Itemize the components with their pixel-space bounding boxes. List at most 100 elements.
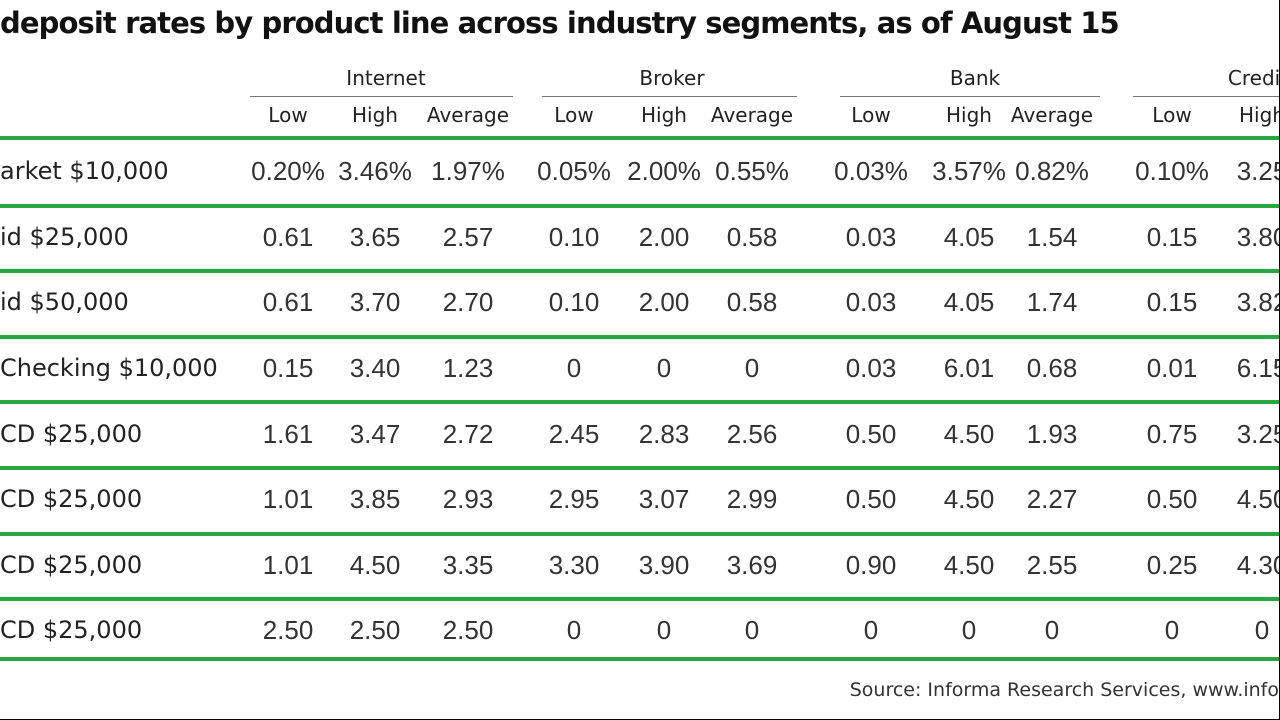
table-cell: 4.50 xyxy=(943,550,995,580)
row-label: CD $25,000 xyxy=(0,420,143,448)
column-header-high: High xyxy=(946,103,992,127)
table-cell: 0 xyxy=(566,353,582,383)
table-cell: 3.46% xyxy=(338,156,412,186)
table-cell: 0.61 xyxy=(262,222,314,252)
table-cell: 4.05 xyxy=(943,287,995,317)
group-header-rule xyxy=(840,96,1100,97)
group-header-internet: Internet xyxy=(346,66,426,90)
table-cell: 0 xyxy=(744,615,760,645)
table-cell: 4.50 xyxy=(349,550,401,580)
row-divider xyxy=(0,136,1279,140)
row-label: arket $10,000 xyxy=(0,157,169,185)
table-cell: 0.75 xyxy=(1146,419,1198,449)
table-cell: 2.99 xyxy=(726,484,778,514)
column-header-low: Low xyxy=(851,103,891,127)
table-cell: 0.05% xyxy=(537,156,611,186)
table-cell: 0.03 xyxy=(845,287,897,317)
row-label: CD $25,000 xyxy=(0,485,143,513)
table-cell: 3.85 xyxy=(349,484,401,514)
table-cell: 3.70 xyxy=(349,287,401,317)
table-cell: 0 xyxy=(1164,615,1180,645)
table-cell: 0 xyxy=(863,615,879,645)
table-cell: 3.25 xyxy=(1236,156,1279,186)
table-cell: 2.00 xyxy=(638,222,690,252)
table-cell: 4.50 xyxy=(943,484,995,514)
table-cell: 0.55% xyxy=(715,156,789,186)
row-divider xyxy=(0,532,1279,536)
table-cell: 2.50 xyxy=(349,615,401,645)
table-cell: 4.30 xyxy=(1236,550,1279,580)
table-cell: 4.50 xyxy=(1236,484,1279,514)
row-label: id $25,000 xyxy=(0,223,129,251)
row-label: Checking $10,000 xyxy=(0,354,218,382)
table-cell: 1.97% xyxy=(431,156,505,186)
table-cell: 0.50 xyxy=(1146,484,1198,514)
table-cell: 3.25 xyxy=(1236,419,1279,449)
column-header-high: High xyxy=(352,103,398,127)
group-header-rule xyxy=(542,96,797,97)
table-cell: 0.01 xyxy=(1146,353,1198,383)
table-cell: 0 xyxy=(656,353,672,383)
table-cell: 0.15 xyxy=(1146,287,1198,317)
table-cell: 0.90 xyxy=(845,550,897,580)
row-divider xyxy=(0,657,1279,661)
table-cell: 3.57% xyxy=(932,156,1006,186)
column-header-average: Average xyxy=(710,103,794,127)
table-cell: 0.03 xyxy=(845,222,897,252)
table-cell: 3.35 xyxy=(442,550,494,580)
table-cell: 2.95 xyxy=(548,484,600,514)
row-divider xyxy=(0,335,1279,339)
table-cell: 1.93 xyxy=(1026,419,1078,449)
table-cell: 0.10 xyxy=(548,222,600,252)
table-cell: 0.10 xyxy=(548,287,600,317)
table-cell: 0.82% xyxy=(1015,156,1089,186)
row-label: CD $25,000 xyxy=(0,616,143,644)
table-cell: 0 xyxy=(744,353,760,383)
table-cell: 3.82 xyxy=(1236,287,1279,317)
table-cell: 0 xyxy=(656,615,672,645)
column-header-average: Average xyxy=(426,103,510,127)
row-divider xyxy=(0,269,1279,273)
table-cell: 0.50 xyxy=(845,419,897,449)
table-cell: 2.56 xyxy=(726,419,778,449)
table-cell: 0 xyxy=(1044,615,1060,645)
column-header-average: Average xyxy=(1010,103,1094,127)
table-title: deposit rates by product line across ind… xyxy=(0,6,1120,40)
table-cell: 0.10% xyxy=(1135,156,1209,186)
table-cell: 2.70 xyxy=(442,287,494,317)
row-label: CD $25,000 xyxy=(0,551,143,579)
table-cell: 0.50 xyxy=(845,484,897,514)
table-cell: 3.80 xyxy=(1236,222,1279,252)
table-cell: 0.15 xyxy=(262,353,314,383)
table-cell: 3.40 xyxy=(349,353,401,383)
row-divider xyxy=(0,466,1279,470)
group-header-broker: Broker xyxy=(639,66,705,90)
table-cell: 2.93 xyxy=(442,484,494,514)
source-note: Source: Informa Research Services, www.i… xyxy=(849,679,1279,701)
column-header-low: Low xyxy=(554,103,594,127)
table-cell: 1.01 xyxy=(262,484,314,514)
column-header-low: Low xyxy=(1152,103,1192,127)
row-divider xyxy=(0,597,1279,601)
table-cell: 2.50 xyxy=(442,615,494,645)
table-cell: 1.23 xyxy=(442,353,494,383)
table-cell: 2.55 xyxy=(1026,550,1078,580)
row-divider xyxy=(0,204,1279,208)
table-cell: 2.72 xyxy=(442,419,494,449)
column-header-high: High xyxy=(641,103,687,127)
table-cell: 2.57 xyxy=(442,222,494,252)
table-cell: 0.15 xyxy=(1146,222,1198,252)
table-cell: 0.03% xyxy=(834,156,908,186)
table-cell: 1.54 xyxy=(1026,222,1078,252)
table-cell: 1.61 xyxy=(262,419,314,449)
table-cell: 3.07 xyxy=(638,484,690,514)
column-header-low: Low xyxy=(268,103,308,127)
table-cell: 3.47 xyxy=(349,419,401,449)
table-cell: 3.30 xyxy=(548,550,600,580)
table-cell: 4.50 xyxy=(943,419,995,449)
table-cell: 0.61 xyxy=(262,287,314,317)
group-header-credit: Credit xyxy=(1227,66,1280,90)
table-cell: 2.50 xyxy=(262,615,314,645)
table-cell: 1.01 xyxy=(262,550,314,580)
